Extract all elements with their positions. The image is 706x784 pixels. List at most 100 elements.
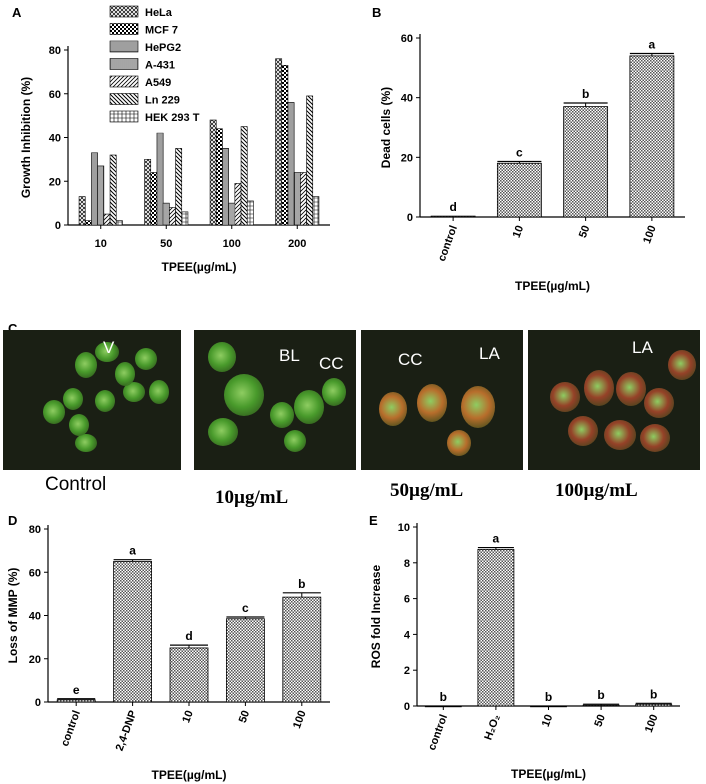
caption-100: 100µg/mL bbox=[555, 480, 638, 501]
x-tick-label: 100 bbox=[291, 709, 309, 730]
cell-blob bbox=[417, 384, 447, 422]
chart-d-loss-mmp: 0 20 40 60 80 Loss of MMP (%) TPEE(µg/mL) e cont… bbox=[6, 524, 330, 782]
cell-blob bbox=[135, 348, 157, 370]
y-tick-label: 10 bbox=[398, 522, 410, 534]
bar bbox=[144, 159, 152, 226]
legend-label: HEK 293 T bbox=[145, 112, 200, 124]
cell-blob bbox=[379, 392, 407, 426]
bar bbox=[496, 162, 542, 218]
cell-blob bbox=[115, 362, 135, 386]
bar bbox=[430, 215, 476, 218]
y-tick-label: 2 bbox=[404, 665, 410, 677]
y-tick-label: 40 bbox=[29, 611, 41, 623]
bar bbox=[477, 548, 515, 707]
cell-blob bbox=[224, 374, 264, 416]
bar bbox=[225, 618, 265, 703]
significance-letter: c bbox=[242, 601, 249, 615]
x-tick-label: 10 bbox=[180, 709, 195, 725]
cell-blob bbox=[616, 372, 646, 406]
x-tick-label: H₂O₂ bbox=[482, 713, 502, 742]
cell-blob bbox=[322, 378, 346, 406]
micrograph-control: V bbox=[3, 330, 181, 470]
legend-swatch bbox=[109, 93, 139, 105]
legend-swatch bbox=[109, 58, 139, 70]
x-tick-label: 10 bbox=[511, 224, 526, 240]
micrograph-100: LA bbox=[528, 330, 700, 470]
bar bbox=[156, 132, 164, 226]
cell-blob bbox=[640, 424, 670, 452]
caption-control: Control bbox=[45, 474, 107, 495]
x-tick-label: 200 bbox=[288, 238, 306, 250]
legend-label: A549 bbox=[145, 77, 171, 89]
significance-letter: d bbox=[449, 200, 456, 214]
cell-blob bbox=[294, 390, 324, 424]
micro-label-v: V bbox=[103, 338, 115, 357]
bar bbox=[84, 220, 92, 226]
caption-50: 50µg/mL bbox=[390, 480, 464, 501]
y-tick-label: 60 bbox=[49, 89, 61, 101]
x-tick-label: 100 bbox=[641, 224, 659, 245]
bar bbox=[56, 699, 96, 703]
bar bbox=[115, 220, 123, 226]
bar bbox=[150, 172, 158, 226]
bar bbox=[103, 213, 111, 226]
cell-blob bbox=[584, 370, 614, 406]
bar bbox=[91, 152, 98, 226]
bar bbox=[240, 126, 248, 226]
micro-label-cc-1: CC bbox=[319, 354, 344, 373]
x-tick-label: 50 bbox=[592, 713, 607, 729]
panel-letter-a: A bbox=[12, 5, 22, 20]
caption-10: 10µg/mL bbox=[215, 487, 289, 508]
y-tick-label: 20 bbox=[29, 654, 41, 666]
y-tick-label: 4 bbox=[404, 629, 411, 641]
x-tick-label: 10 bbox=[540, 713, 555, 729]
significance-letter: b bbox=[545, 690, 552, 704]
bar bbox=[78, 196, 86, 226]
bar bbox=[306, 95, 314, 226]
x-axis-label: TPEE(µg/mL) bbox=[511, 767, 586, 781]
legend-swatch bbox=[109, 5, 139, 18]
cell-blob bbox=[270, 402, 294, 428]
micro-label-la-2: LA bbox=[632, 338, 653, 357]
x-tick-label: 2,4-DNP bbox=[114, 709, 140, 753]
x-tick-label: 100 bbox=[223, 238, 241, 250]
cell-blob bbox=[461, 386, 495, 428]
bar bbox=[222, 148, 229, 226]
significance-letter: e bbox=[73, 683, 80, 697]
significance-letter: b bbox=[650, 687, 657, 701]
cell-blob bbox=[208, 418, 238, 446]
bar bbox=[169, 647, 209, 703]
significance-letter: b bbox=[582, 87, 589, 101]
legend-label: MCF 7 bbox=[145, 25, 178, 37]
panel-letter-c: C bbox=[8, 321, 18, 336]
significance-letter: c bbox=[516, 146, 523, 160]
x-axis-label: TPEE(µg/mL) bbox=[515, 279, 590, 293]
x-tick-label: 50 bbox=[160, 238, 172, 250]
y-tick-label: 8 bbox=[404, 558, 410, 570]
chart-e-ros: 0 2 4 6 8 10 ROS fold Increase TPEE(µg/mL) b cont… bbox=[369, 522, 680, 781]
cell-blob bbox=[95, 342, 119, 362]
bar bbox=[563, 106, 609, 218]
cell-blob bbox=[43, 400, 65, 424]
bar bbox=[582, 704, 620, 707]
legend-swatch bbox=[109, 110, 139, 123]
cell-blob bbox=[123, 382, 145, 402]
y-tick-label: 60 bbox=[401, 33, 413, 45]
bar bbox=[162, 202, 170, 226]
y-tick-label: 80 bbox=[29, 524, 41, 536]
legend-label: Ln 229 bbox=[145, 95, 180, 107]
x-tick-label: 100 bbox=[643, 713, 661, 734]
cell-blob bbox=[568, 416, 598, 446]
cell-blob bbox=[284, 430, 306, 452]
cell-blob bbox=[668, 350, 696, 380]
x-tick-label: 50 bbox=[577, 224, 592, 240]
cell-blob bbox=[447, 430, 471, 456]
bar bbox=[281, 65, 289, 226]
y-tick-label: 20 bbox=[401, 152, 413, 164]
cell-blob bbox=[644, 388, 674, 418]
bar bbox=[275, 58, 283, 226]
bar bbox=[293, 172, 301, 226]
micrograph-50: CC LA bbox=[361, 330, 523, 470]
bar bbox=[234, 183, 242, 226]
cell-blob bbox=[550, 382, 580, 412]
